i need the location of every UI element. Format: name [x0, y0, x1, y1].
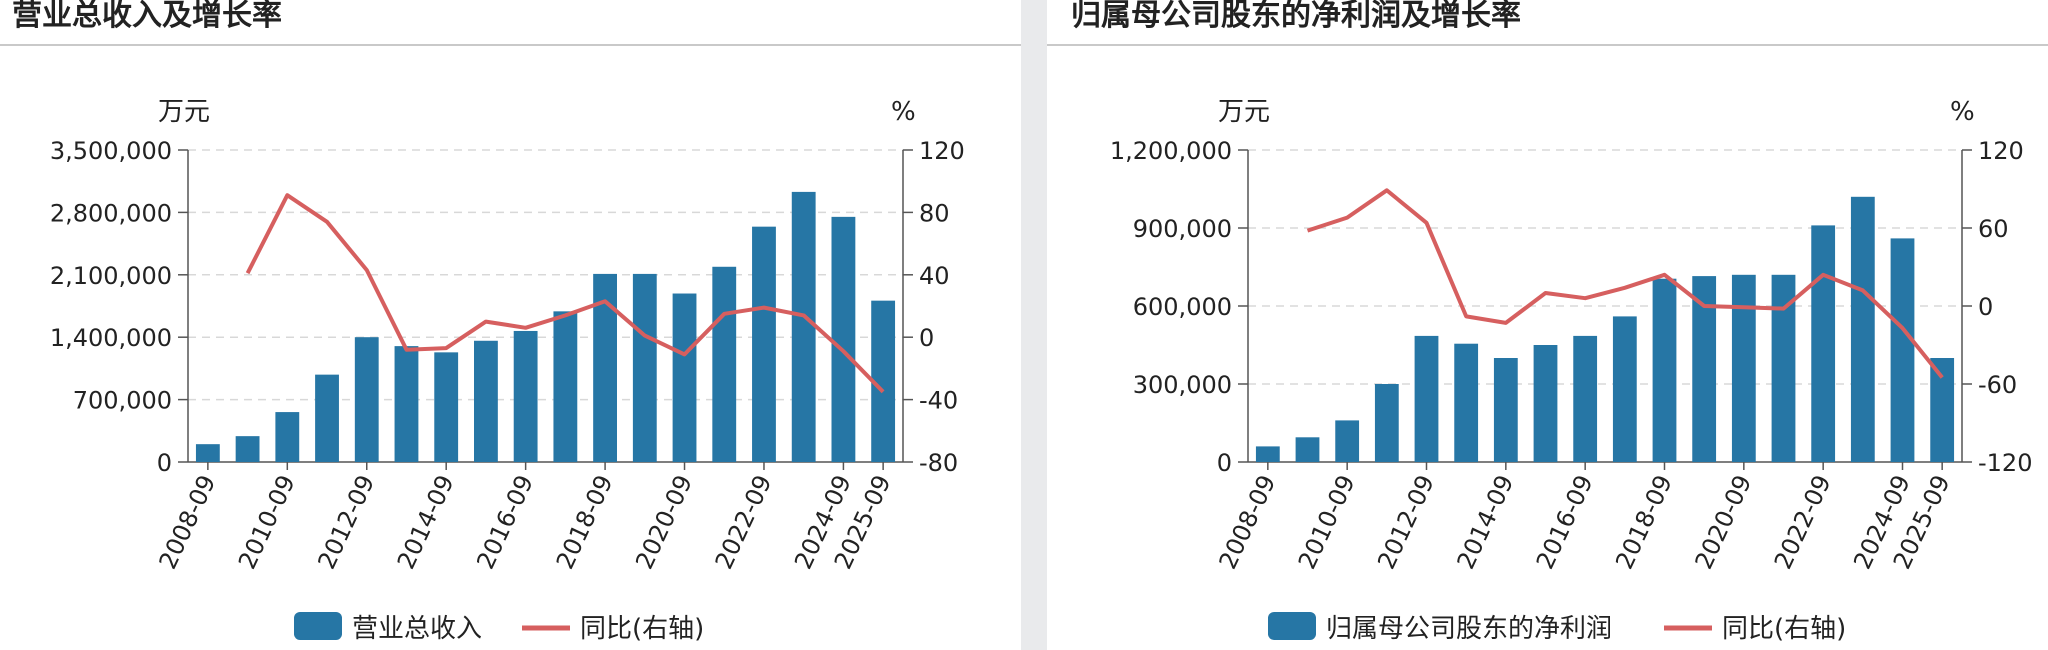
- revenue-chart: 万元 % 0 700,000 1,400,000 2,100,000 2,800,000 3,…: [50, 97, 965, 644]
- bar: [1850, 196, 1875, 463]
- x-axis-tick-label: 2008-09: [154, 471, 222, 574]
- bar: [712, 266, 737, 462]
- bar: [1335, 420, 1360, 462]
- left-axis-tick-label: 900,000: [1133, 215, 1232, 243]
- bar: [1454, 343, 1479, 462]
- right-axis-tick-label: 80: [919, 199, 950, 227]
- bar: [791, 191, 816, 462]
- chart-title: 营业总收入及增长率: [12, 0, 282, 33]
- right-axis-tick-label: -120: [1978, 449, 2032, 477]
- right-axis-tick-label: 0: [919, 324, 934, 352]
- x-axis-tick-label: 2010-09: [233, 471, 301, 574]
- bar: [672, 293, 697, 462]
- x-axis-tick-label: 2016-09: [1531, 471, 1599, 574]
- bar: [513, 330, 538, 462]
- right-axis-unit: %: [1950, 97, 1975, 127]
- x-axis-tick-label: 2008-09: [1214, 471, 1282, 574]
- x-axis-tick-label: 2020-09: [1690, 471, 1758, 574]
- bar: [315, 374, 339, 462]
- bar: [553, 311, 578, 462]
- chart-panel-revenue: 营业总收入及增长率 万元% 0 700,000 1,400,000 2,100,000 2…: [0, 0, 1021, 650]
- left-axis-tick-label: 2,800,000: [50, 199, 172, 227]
- bar: [1612, 316, 1637, 462]
- right-axis-tick-label: -80: [919, 449, 958, 477]
- bar: [1771, 274, 1796, 462]
- x-axis-tick-label: 2018-09: [551, 471, 619, 574]
- net-profit-chart: 万元 % 0 300,000 600,000 900,000 1,200,000 -120 -6…: [1110, 97, 2033, 644]
- x-axis-tick-label: 2022-09: [1769, 471, 1837, 574]
- right-axis-tick-label: 60: [1978, 215, 2009, 243]
- bar: [831, 216, 856, 462]
- legend-line-label: 同比(右轴): [1722, 614, 1846, 644]
- chart-panel-net-profit: 归属母公司股东的净利润及增长率 万元% 0 300,000 600,000 900,00…: [1047, 0, 2048, 650]
- bar: [752, 226, 776, 462]
- bar: [871, 300, 896, 462]
- title-divider: [0, 44, 1021, 46]
- bar: [1295, 437, 1320, 462]
- bar: [593, 273, 617, 462]
- bar: [1573, 335, 1598, 462]
- chart-title: 归属母公司股东的净利润及增长率: [1071, 0, 1521, 33]
- growth-line: [245, 193, 885, 394]
- bar: [632, 273, 657, 462]
- left-axis-tick-label: 1,200,000: [1110, 137, 1232, 165]
- bar: [1731, 274, 1756, 462]
- bar: [195, 444, 220, 462]
- bar: [1890, 238, 1915, 462]
- right-axis-tick-label: 120: [1978, 137, 2024, 165]
- bar: [1493, 358, 1518, 462]
- title-divider: [1047, 44, 2048, 46]
- right-axis-unit: %: [891, 97, 916, 127]
- right-axis-tick-label: 120: [919, 137, 965, 165]
- legend-bar-label: 营业总收入: [352, 614, 482, 644]
- bar: [275, 412, 300, 462]
- right-axis-tick-label: 40: [919, 262, 950, 290]
- bar: [1930, 358, 1955, 462]
- x-axis-tick-label: 2018-09: [1610, 471, 1678, 574]
- left-axis-unit: 万元: [1218, 97, 1270, 127]
- right-axis-tick-label: 0: [1978, 293, 1993, 321]
- bar: [1652, 278, 1677, 462]
- bar: [1414, 335, 1439, 462]
- x-axis-tick-label: 2022-09: [710, 471, 778, 574]
- bar: [474, 340, 498, 462]
- x-axis-tick-label: 2016-09: [471, 471, 539, 574]
- left-axis-unit: 万元: [158, 97, 210, 127]
- left-axis-tick-label: 3,500,000: [50, 137, 172, 165]
- bar: [434, 352, 459, 462]
- legend-bar-swatch: [294, 612, 342, 640]
- x-axis-tick-label: 2014-09: [1452, 471, 1520, 574]
- left-axis-tick-label: 700,000: [73, 387, 172, 415]
- legend-line-label: 同比(右轴): [580, 614, 704, 644]
- bar: [235, 436, 260, 462]
- bar: [1374, 384, 1399, 462]
- legend-bar-label: 归属母公司股东的净利润: [1326, 614, 1612, 644]
- bar: [1811, 225, 1836, 462]
- bar: [354, 337, 379, 462]
- left-axis-tick-label: 0: [1217, 449, 1232, 477]
- x-axis-tick-label: 2012-09: [312, 471, 380, 574]
- legend-bar-swatch: [1268, 612, 1316, 640]
- bar: [1533, 345, 1558, 462]
- x-axis-tick-label: 2020-09: [630, 471, 698, 574]
- bar: [1692, 276, 1717, 462]
- left-axis-tick-label: 1,400,000: [50, 324, 172, 352]
- x-axis-tick-label: 2012-09: [1372, 471, 1440, 574]
- bar: [394, 346, 419, 462]
- left-axis-tick-label: 0: [157, 449, 172, 477]
- bar: [1255, 446, 1280, 462]
- growth-line: [1306, 188, 1944, 379]
- right-axis-tick-label: -60: [1978, 371, 2017, 399]
- x-axis-tick-label: 2010-09: [1293, 471, 1361, 574]
- left-axis-tick-label: 2,100,000: [50, 262, 172, 290]
- left-axis-tick-label: 600,000: [1133, 293, 1232, 321]
- left-axis-tick-label: 300,000: [1133, 371, 1232, 399]
- right-axis-tick-label: -40: [919, 387, 958, 415]
- x-axis-tick-label: 2014-09: [392, 471, 460, 574]
